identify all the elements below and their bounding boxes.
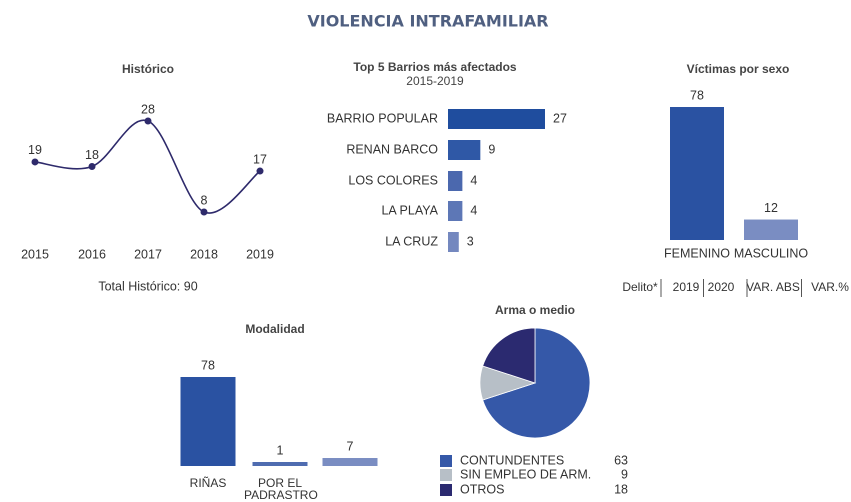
data-label: 4 [470,173,477,187]
category-label: MASCULINO [734,246,809,260]
table-header-cell: VAR.% [811,280,849,294]
data-label: 9 [488,142,495,156]
x-tick-label: 2017 [134,247,162,261]
legend-swatch [440,484,452,496]
bar [448,109,545,129]
legend-swatch [440,455,452,467]
x-tick-label: 2016 [78,247,106,261]
table-header-cell: Delito* [622,280,658,294]
x-tick-label: 2019 [246,247,274,261]
data-label: 7 [347,439,354,453]
category-label: RIÑAS [189,476,227,490]
chart-title: Histórico [122,62,174,76]
point [144,117,152,125]
legend-value: 9 [621,467,628,481]
data-label: 27 [553,111,567,125]
bar [448,140,481,160]
bar [180,377,236,466]
category-label: BARRIO POPULAR [327,111,438,125]
x-tick-label: 2018 [190,247,218,261]
pie-slice [482,327,536,384]
bar [448,201,463,221]
bar [744,219,798,240]
chart-title: Víctimas por sexo [687,62,790,76]
legend-label: OTROS [460,482,504,496]
data-label: 19 [28,143,42,157]
annotation: Total Histórico: 90 [98,279,197,293]
legend-value: 18 [614,482,628,496]
data-label: 28 [141,102,155,116]
chart-title: Arma o medio [495,303,575,317]
category-label: LA PLAYA [381,203,438,217]
table-header-cell: 2019 [673,280,700,294]
bar [670,107,724,240]
chart-title: Top 5 Barrios más afectados [353,60,516,74]
data-label: 4 [470,203,477,217]
chart-title: Modalidad [245,322,304,336]
point [31,158,39,166]
data-label: 12 [764,201,778,215]
pie-slice [482,327,591,439]
bar [448,171,463,191]
legend-label: CONTUNDENTES [460,453,564,467]
legend-value: 63 [614,453,628,467]
data-label: 1 [277,443,284,457]
data-label: 18 [85,148,99,162]
point [200,208,208,216]
category-label: LA CRUZ [385,234,438,248]
data-label: 78 [690,88,704,102]
category-label: RENAN BARCO [346,142,438,156]
x-tick-label: 2015 [21,247,49,261]
legend-label: SIN EMPLEO DE ARM. [460,467,591,481]
category-label: FEMENINO [664,246,730,260]
data-label: 8 [201,193,208,207]
legend-swatch [440,469,452,481]
bar [322,458,378,466]
point [88,163,96,170]
point [256,167,264,175]
page-title: VIOLENCIA INTRAFAMILIAR [307,12,548,31]
category-label: POR EL PADRASTRO [244,476,318,502]
bar [252,462,308,466]
data-label: 17 [253,152,267,166]
line [34,119,261,214]
chart-subtitle: 2015-2019 [406,74,464,88]
table-header-cell: VAR. ABS [746,280,800,294]
data-label: 78 [201,358,215,372]
category-label: LOS COLORES [348,173,438,187]
table-header-cell: 2020 [708,280,735,294]
data-label: 3 [467,234,474,248]
bar [448,232,459,252]
